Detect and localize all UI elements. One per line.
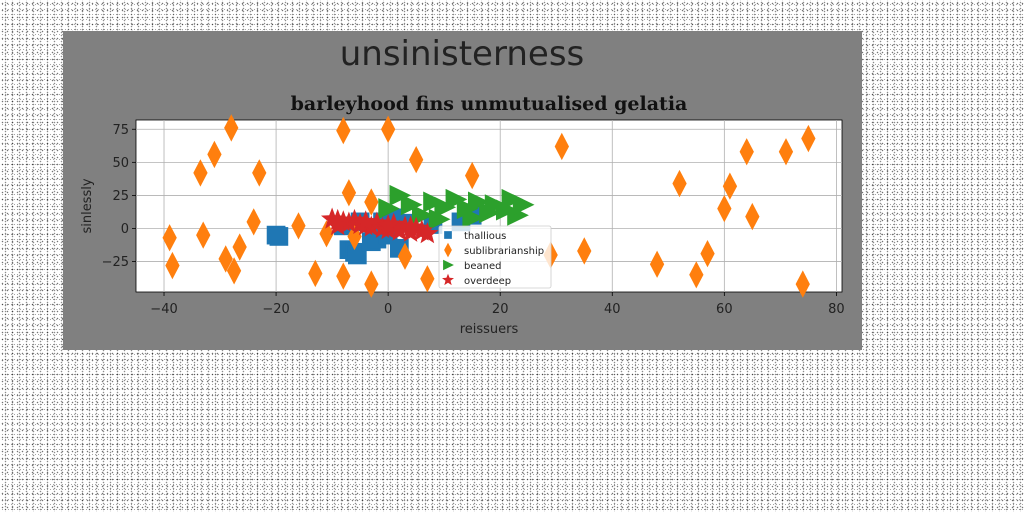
x-tick-label: 40 [604, 302, 621, 317]
data-point [196, 221, 211, 249]
data-point [445, 188, 468, 210]
data-point [722, 172, 738, 200]
data-point [226, 257, 242, 285]
legend-label: beaned [464, 261, 501, 272]
data-point [778, 138, 794, 166]
data-point [381, 115, 396, 143]
data-point [365, 211, 389, 233]
legend: thallious sublibrarianship beaned overdeep [438, 225, 552, 289]
data-point [336, 116, 351, 145]
data-point [465, 161, 480, 190]
data-point [423, 191, 445, 213]
data-point [700, 240, 715, 268]
data-point [388, 219, 411, 241]
x-tick-label: 20 [492, 302, 509, 317]
series-overdeep [321, 207, 439, 244]
data-point [252, 159, 267, 187]
data-point [232, 233, 247, 261]
data-point [496, 199, 518, 221]
data-point [341, 179, 357, 207]
legend-label: thallious [464, 231, 506, 242]
data-point [364, 270, 379, 298]
data-point [801, 124, 816, 153]
data-point [739, 138, 754, 166]
data-point [343, 208, 366, 230]
data-point [162, 224, 177, 252]
y-tick-label: −25 [102, 255, 129, 270]
data-point [672, 169, 687, 198]
y-tick-label: 75 [112, 123, 129, 138]
data-point [501, 188, 524, 210]
data-point [456, 198, 479, 220]
data-point [745, 202, 760, 231]
data-point [377, 214, 400, 236]
legend-swatch [443, 259, 454, 271]
y-tick-label: 25 [112, 189, 129, 204]
data-point [389, 184, 412, 206]
data-point [319, 220, 334, 248]
data-point [717, 195, 732, 223]
x-tick-label: 80 [828, 302, 845, 317]
data-point [360, 215, 383, 237]
data-point [354, 210, 377, 232]
legend-swatch [444, 242, 452, 258]
chart-title: barleyhood fins unmutualised gelatia [291, 93, 688, 115]
data-point [308, 259, 323, 288]
data-point [326, 214, 349, 236]
series-beaned [378, 184, 535, 230]
data-point [397, 242, 413, 270]
data-point [577, 237, 592, 265]
data-point [416, 222, 439, 244]
data-point [378, 198, 400, 220]
x-tick-label: 60 [716, 302, 733, 317]
data-point [224, 114, 239, 142]
data-point [207, 140, 222, 169]
data-point [269, 227, 289, 246]
data-point [507, 204, 529, 226]
data-point [512, 194, 535, 216]
x-tick-label: −20 [262, 302, 289, 317]
data-marks [162, 114, 816, 298]
data-point [291, 212, 306, 240]
data-point [193, 159, 208, 187]
data-point [689, 261, 704, 289]
data-point [246, 208, 261, 236]
x-axis-label: reissuers [460, 322, 519, 337]
suptitle: unsinisterness [340, 34, 585, 74]
legend-swatch [442, 273, 454, 286]
data-point [428, 208, 451, 230]
x-tick-label: −40 [150, 302, 177, 317]
data-point [554, 132, 569, 161]
data-point [336, 262, 351, 290]
x-tick-label: 0 [384, 302, 392, 317]
data-point [434, 196, 457, 218]
data-point [218, 245, 233, 273]
data-point [337, 211, 360, 233]
legend-label: overdeep [464, 276, 511, 287]
legend-swatch [444, 231, 452, 239]
data-point [420, 265, 435, 293]
axis-ticks: −40 −20 0 20 40 60 80 −25 0 25 50 75 [102, 123, 845, 317]
data-point [400, 194, 423, 216]
y-axis-label: sinlessly [80, 178, 95, 233]
data-point [462, 207, 485, 229]
data-point [649, 250, 665, 278]
legend-box [438, 225, 552, 289]
data-point [795, 270, 810, 298]
data-point [399, 215, 422, 237]
data-point [165, 251, 180, 280]
legend-label: sublibrarianship [464, 246, 544, 257]
data-point [364, 188, 379, 216]
data-point [484, 194, 507, 216]
data-point [409, 146, 424, 174]
data-point [468, 191, 490, 213]
y-tick-label: 0 [121, 222, 129, 237]
y-tick-label: 50 [112, 156, 129, 171]
data-point [347, 222, 362, 251]
